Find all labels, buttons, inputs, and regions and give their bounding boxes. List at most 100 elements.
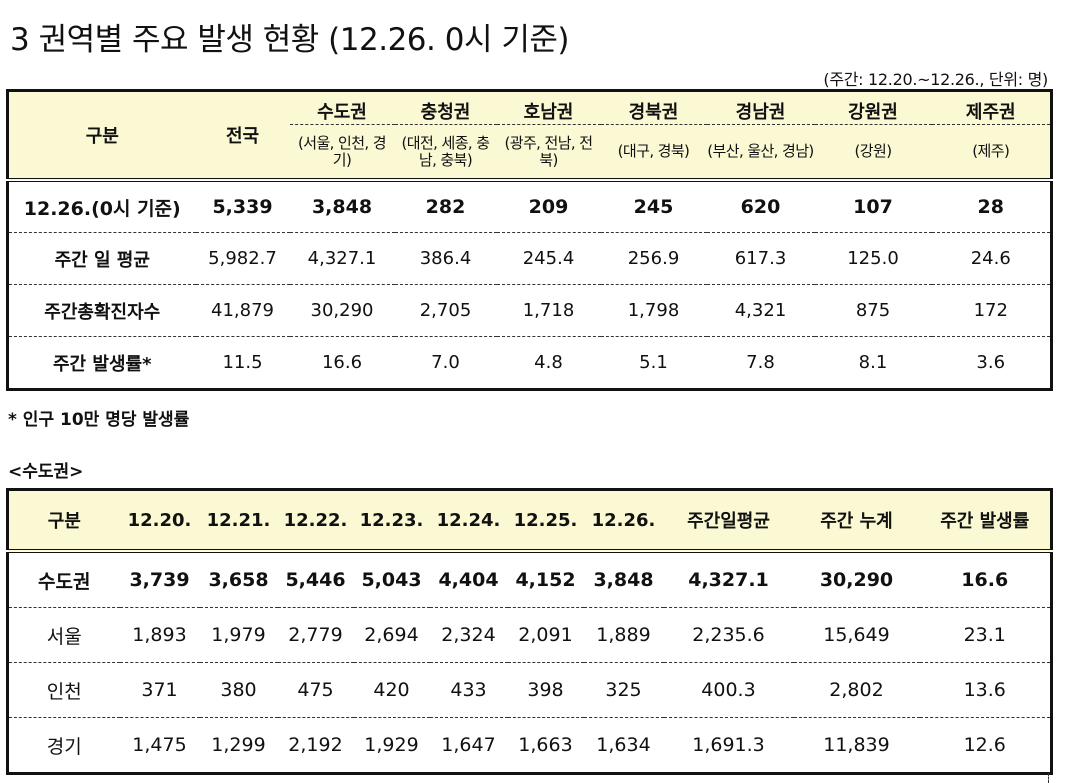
table-cell: 420 xyxy=(353,662,430,718)
row-label: 인천 xyxy=(7,662,120,718)
table-cell: 12.6 xyxy=(919,717,1052,774)
table-cell: 1,663 xyxy=(507,717,584,774)
table-row: 주간 일 평균 5,982.7 4,327.1 386.4 245.4 256.… xyxy=(7,232,1052,285)
table-cell: 1,634 xyxy=(583,717,664,774)
table-cell: 16.6 xyxy=(919,549,1052,608)
table-cell: 282 xyxy=(394,178,497,233)
page-title: 3 권역별 주요 발생 현황 (12.26. 0시 기준) xyxy=(10,22,569,58)
table-cell: 2,802 xyxy=(793,662,920,718)
table-row: 12.26.(0시 기준) 5,339 3,848 282 209 245 62… xyxy=(7,178,1052,233)
table-cell: 400.3 xyxy=(663,662,794,718)
header-cell: 구분 xyxy=(7,489,120,551)
header-region: 수도권 xyxy=(317,102,367,123)
table-row: 주간 발생률* 11.5 16.6 7.0 4.8 5.1 7.8 8.1 3.… xyxy=(7,336,1052,390)
header-region: 경북권 xyxy=(628,102,679,123)
header-cell: 12.24. xyxy=(429,489,508,551)
table-cell: 2,694 xyxy=(353,607,430,663)
header-region: 제주권 xyxy=(965,102,1016,123)
table-cell: 4,152 xyxy=(507,549,584,608)
header-cell: 12.26. xyxy=(583,489,664,551)
table-cell: 7.0 xyxy=(394,336,497,390)
table-cell: 1,691.3 xyxy=(663,717,794,774)
footnote: * 인구 10만 명당 발생률 xyxy=(8,410,190,430)
table-cell: 30,290 xyxy=(793,549,920,608)
header-cell: 12.25. xyxy=(507,489,584,551)
table-cell: 2,324 xyxy=(429,607,508,663)
table-row: 서울 1,893 1,979 2,779 2,694 2,324 2,091 1… xyxy=(7,607,1052,663)
table-row: 수도권 3,739 3,658 5,446 5,043 4,404 4,152 … xyxy=(7,549,1052,608)
table-cell: 3,739 xyxy=(119,549,200,608)
table-cell: 5,982.7 xyxy=(195,232,290,285)
header-region-sub: (제주) xyxy=(931,124,1052,180)
table-cell: 11,839 xyxy=(793,717,920,774)
table-cell: 16.6 xyxy=(289,336,395,390)
header-cell: 12.20. xyxy=(119,489,200,551)
table-cell: 2,192 xyxy=(277,717,354,774)
table-cell: 2,779 xyxy=(277,607,354,663)
table-cell: 1,979 xyxy=(199,607,278,663)
table-cell: 28 xyxy=(931,178,1052,233)
table-cell: 386.4 xyxy=(394,232,497,285)
row-label: 경기 xyxy=(7,717,120,774)
header-region: 호남권 xyxy=(523,102,574,123)
table-cell: 1,889 xyxy=(583,607,664,663)
table-cell: 30,290 xyxy=(289,284,395,337)
row-label: 수도권 xyxy=(7,549,120,608)
header-cell: 주간 발생률 xyxy=(919,489,1052,551)
table-cell: 620 xyxy=(706,178,815,233)
table-cell: 398 xyxy=(507,662,584,718)
table-cell: 125.0 xyxy=(814,232,932,285)
table-cell: 1,475 xyxy=(119,717,200,774)
table-cell: 325 xyxy=(583,662,664,718)
table-cell: 13.6 xyxy=(919,662,1052,718)
header-region-sub: (부산, 울산, 경남) xyxy=(706,124,815,180)
unit-note: (주간: 12.20.~12.26., 단위: 명) xyxy=(823,70,1048,89)
table-cell: 4,327.1 xyxy=(289,232,395,285)
table-cell: 475 xyxy=(277,662,354,718)
table-header-row: 구분 전국 수도권 충청권 호남권 경북권 경남권 강원권 제주권 xyxy=(7,90,1052,147)
table-cell: 24.6 xyxy=(931,232,1052,285)
row-label: 12.26.(0시 기준) xyxy=(7,178,196,233)
table-cell: 433 xyxy=(429,662,508,718)
table-cell: 2,705 xyxy=(394,284,497,337)
table-subheader-row: (서울, 인천, 경기) (대전, 세종, 충남, 충북) (광주, 전남, 전… xyxy=(7,124,1052,180)
header-cell: 12.22. xyxy=(277,489,354,551)
table-cell: 3,848 xyxy=(289,178,395,233)
header-region-sub: (대전, 세종, 충남, 충북) xyxy=(394,124,497,180)
table-cell: 2,235.6 xyxy=(663,607,794,663)
header-cell: 12.23. xyxy=(353,489,430,551)
table-cell: 5,043 xyxy=(353,549,430,608)
table-cell: 1,893 xyxy=(119,607,200,663)
table-cell: 1,647 xyxy=(429,717,508,774)
table-cell: 5,339 xyxy=(195,178,290,233)
section-label: <수도권> xyxy=(8,462,84,482)
row-label: 주간 발생률* xyxy=(7,336,196,390)
table-cell: 1,929 xyxy=(353,717,430,774)
header-region-sub: (대구, 경북) xyxy=(600,124,707,180)
header-region: 충청권 xyxy=(420,102,471,123)
header-region-sub: (서울, 인천, 경기) xyxy=(289,124,395,180)
table-cell: 5.1 xyxy=(600,336,707,390)
table-cell: 3.6 xyxy=(931,336,1052,390)
table-cell: 3,658 xyxy=(199,549,278,608)
row-label: 주간 일 평균 xyxy=(7,232,196,285)
table-cell: 1,798 xyxy=(600,284,707,337)
header-national: 전국 xyxy=(225,126,260,147)
table-cell: 4,321 xyxy=(706,284,815,337)
table-cell: 4,404 xyxy=(429,549,508,608)
header-region: 강원권 xyxy=(848,102,898,123)
regional-summary-table: 구분 전국 수도권 충청권 호남권 경북권 경남권 강원권 제주권 (서울, 인… xyxy=(6,89,1053,391)
table-cell: 371 xyxy=(119,662,200,718)
table-header-row: 구분 12.20. 12.21. 12.22. 12.23. 12.24. 12… xyxy=(7,489,1052,551)
table-cell: 172 xyxy=(931,284,1052,337)
header-region-sub: (광주, 전남, 전북) xyxy=(496,124,601,180)
table-row: 인천 371 380 475 420 433 398 325 400.3 2,8… xyxy=(7,662,1052,718)
header-cell: 주간일평균 xyxy=(663,489,794,551)
table-cell: 1,299 xyxy=(199,717,278,774)
table-cell: 41,879 xyxy=(195,284,290,337)
table-cell: 11.5 xyxy=(195,336,290,390)
table-row: 경기 1,475 1,299 2,192 1,929 1,647 1,663 1… xyxy=(7,717,1052,774)
page-edge-dash xyxy=(1048,773,1053,783)
table-cell: 245.4 xyxy=(496,232,601,285)
table-cell: 7.8 xyxy=(706,336,815,390)
